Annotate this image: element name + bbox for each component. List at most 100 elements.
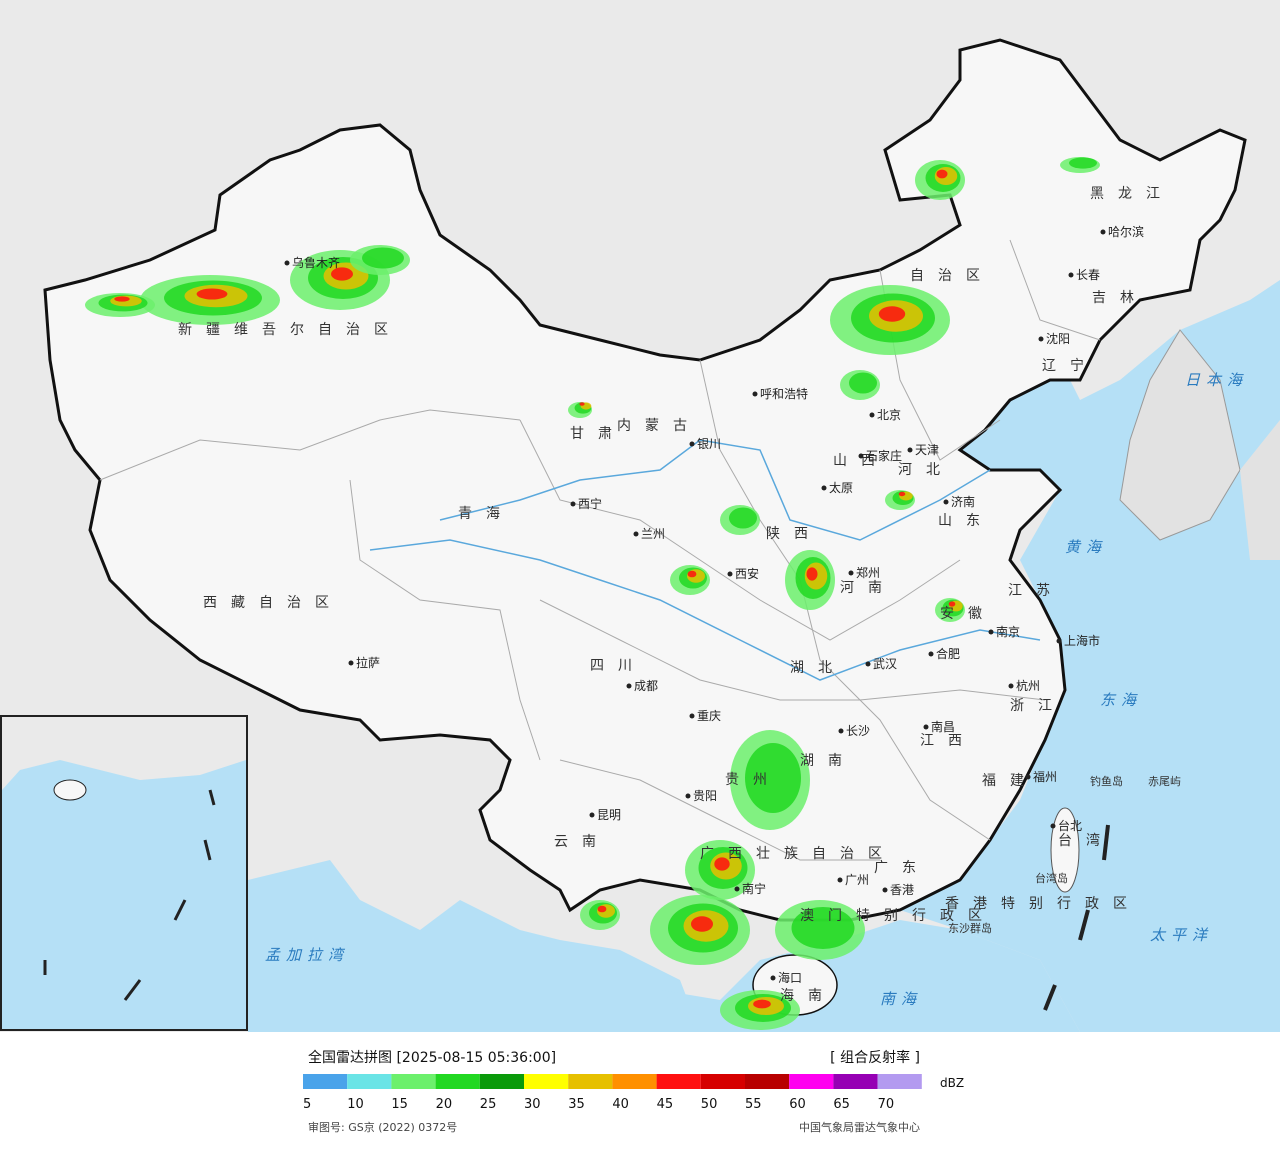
border xyxy=(349,479,541,761)
radar-echo xyxy=(936,169,948,179)
city-label: 台北 xyxy=(1058,818,1082,833)
city-dot xyxy=(923,724,929,730)
border xyxy=(1009,239,1101,341)
legend-swatch xyxy=(524,1074,569,1089)
city-label: 武汉 xyxy=(873,657,897,671)
province-label: 自治区 xyxy=(910,268,994,284)
province-label: 甘肃 xyxy=(570,426,626,442)
radar-echo xyxy=(687,570,697,578)
city-dot xyxy=(689,713,695,719)
city-dot xyxy=(837,877,843,883)
legend-unit: dBZ xyxy=(940,1076,964,1090)
city-dot xyxy=(928,651,934,657)
province-label: 西藏自治区 xyxy=(203,595,343,611)
city-label: 长沙 xyxy=(846,724,870,738)
radar-echo xyxy=(791,907,855,949)
inset-map xyxy=(0,715,248,1031)
radar-echo xyxy=(948,601,956,607)
city-dot xyxy=(570,501,576,507)
sea-label: 黄海 xyxy=(1065,538,1107,556)
city-dot xyxy=(1050,823,1056,829)
radar-echo xyxy=(331,267,353,281)
city-label: 太原 xyxy=(829,480,853,495)
inset-land xyxy=(2,717,246,790)
city-dot xyxy=(848,570,854,576)
city-label: 沈阳 xyxy=(1046,331,1070,346)
legend-swatch xyxy=(789,1074,834,1089)
legend-swatch xyxy=(833,1074,878,1089)
source: 中国气象局雷达气象中心 xyxy=(799,1120,920,1134)
city-label: 福州 xyxy=(1033,769,1057,784)
bay-of-bengal xyxy=(248,860,700,1032)
city-label: 南宁 xyxy=(742,881,766,896)
island-label: 台湾岛 xyxy=(1035,871,1068,885)
city-dot xyxy=(838,728,844,734)
nine-dash-line xyxy=(1043,824,1110,1011)
legend-tick-label: 40 xyxy=(612,1097,629,1112)
city-label: 上海市 xyxy=(1064,633,1100,648)
province-label: 安徽 xyxy=(940,606,996,622)
city-label: 贵阳 xyxy=(693,789,717,803)
taiwan-island xyxy=(1050,807,1080,893)
city-dot xyxy=(770,975,776,981)
legend-swatch xyxy=(612,1074,657,1089)
city-label: 西安 xyxy=(735,566,759,581)
city-label: 郑州 xyxy=(856,565,880,580)
radar-echo xyxy=(114,296,130,302)
city-label: 重庆 xyxy=(697,709,721,723)
city-label: 呼和浩特 xyxy=(760,386,808,401)
province-label: 辽宁 xyxy=(1042,357,1098,374)
legend-swatch xyxy=(435,1074,480,1089)
city-dot xyxy=(821,485,827,491)
japan xyxy=(1240,420,1280,560)
rivers xyxy=(369,439,1041,681)
city-label: 天津 xyxy=(915,443,939,457)
city-dot xyxy=(284,260,290,266)
dash xyxy=(1102,824,1110,861)
province-label: 吉林 xyxy=(1092,290,1148,306)
dash xyxy=(208,789,216,806)
city-dot xyxy=(882,887,888,893)
city-dot xyxy=(689,441,695,447)
map-title: 全国雷达拼图 [2025-08-15 05:36:00] xyxy=(308,1049,556,1066)
province-label: 浙江 xyxy=(1010,698,1066,714)
legend-swatch xyxy=(877,1074,922,1089)
city-label: 北京 xyxy=(877,408,901,422)
province-label: 新疆维吾尔自治区 xyxy=(178,322,402,338)
city-dot xyxy=(727,571,733,577)
border xyxy=(99,409,521,481)
province-label: 湖南 xyxy=(800,753,856,769)
city-dot xyxy=(734,886,740,892)
sea-label: 孟加拉湾 xyxy=(265,946,349,964)
legend-tick-label: 30 xyxy=(524,1097,541,1112)
radar-echo xyxy=(806,567,818,581)
radar-echo xyxy=(745,743,801,813)
province-label: 陕西 xyxy=(766,526,822,542)
province-label: 河北 xyxy=(898,462,954,478)
radar-echo xyxy=(196,288,228,300)
city-dot xyxy=(633,531,639,537)
city-label: 银川 xyxy=(697,437,721,451)
city-dot xyxy=(869,412,875,418)
radar-echo xyxy=(729,507,757,529)
radar-echo xyxy=(579,402,585,406)
city-label: 南京 xyxy=(996,624,1020,639)
province-label: 福建 xyxy=(982,773,1038,789)
river xyxy=(369,539,1041,681)
dash xyxy=(1078,909,1090,941)
sea-label: 南海 xyxy=(880,990,922,1008)
city-dot xyxy=(907,447,913,453)
radar-echo xyxy=(1069,157,1097,169)
sea-label: 日本海 xyxy=(1185,371,1248,389)
legend-tick-label: 10 xyxy=(347,1097,364,1112)
city-label: 香港 xyxy=(890,883,914,897)
dash xyxy=(173,899,187,921)
radar-echoes xyxy=(10,157,1100,1030)
radar-echo xyxy=(597,905,607,913)
province-label: 江苏 xyxy=(1008,583,1064,599)
city-label: 广州 xyxy=(845,873,869,887)
radar-echo xyxy=(878,306,906,322)
